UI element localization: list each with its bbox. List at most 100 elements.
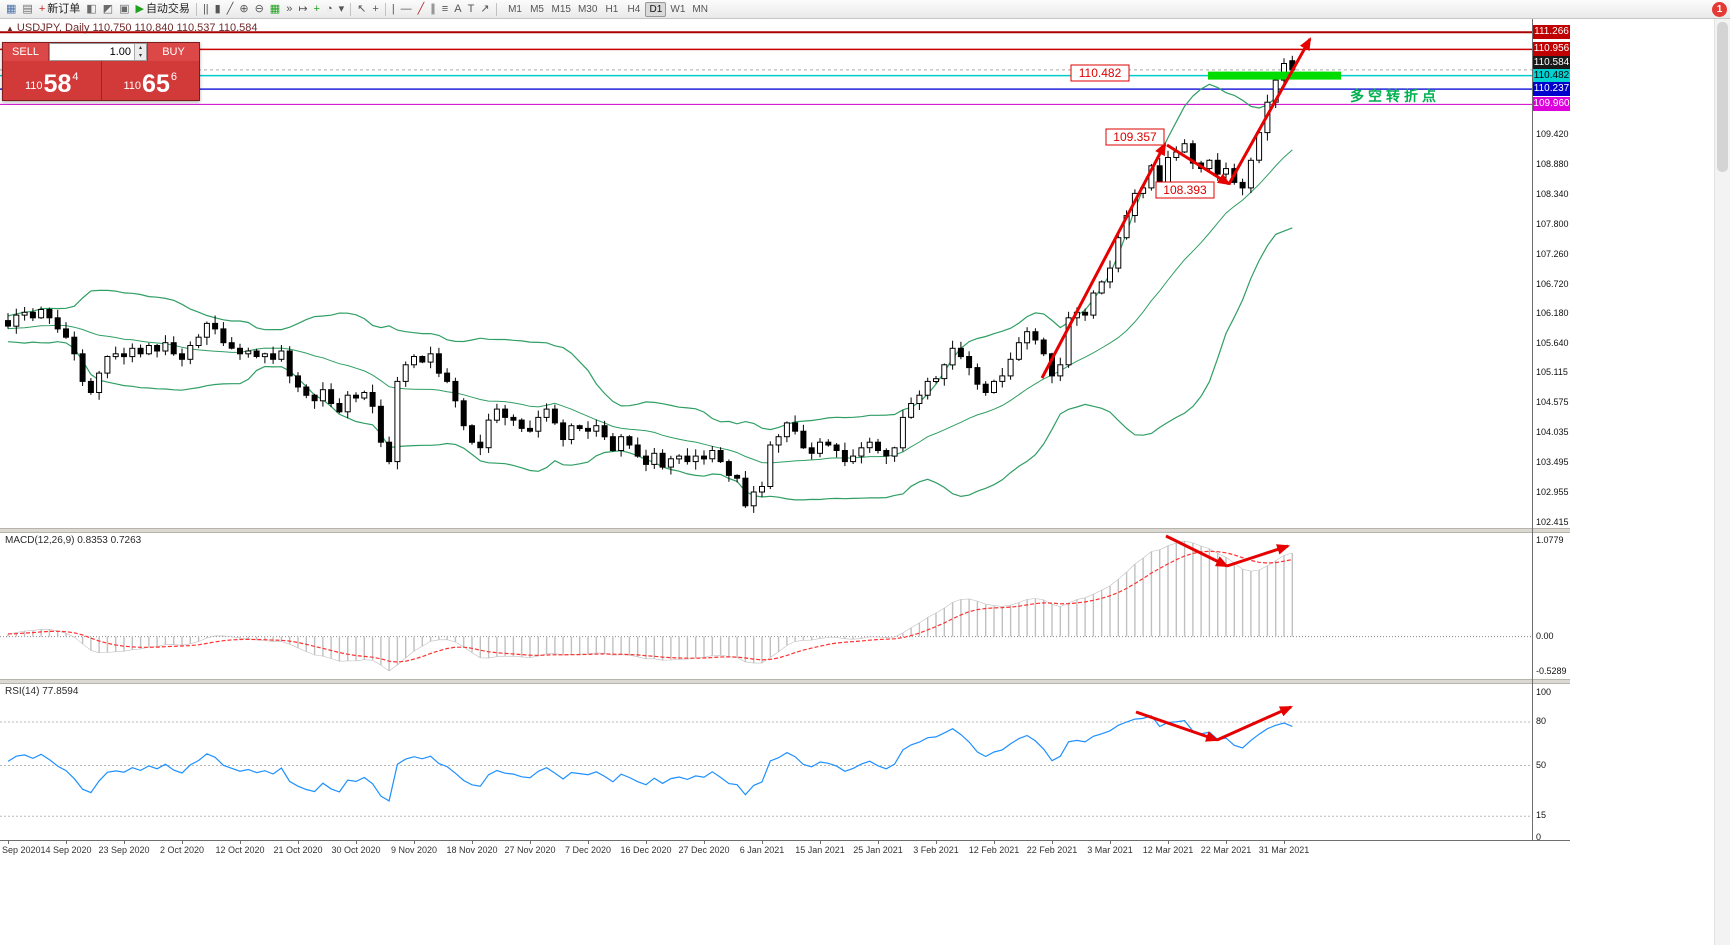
new-chart-icon: ▦: [6, 2, 17, 15]
lot-size-value[interactable]: 1.00: [109, 46, 131, 58]
timeframe-m15-button[interactable]: M15: [551, 3, 571, 15]
bear-candle: [626, 436, 633, 446]
notification-badge[interactable]: 1: [1712, 2, 1727, 17]
bull-candle: [999, 375, 1006, 382]
horizontal-line-button[interactable]: —: [398, 1, 415, 18]
timeframe-m5-button[interactable]: M5: [530, 3, 544, 15]
fibonacci-retracement-button[interactable]: ≡: [439, 1, 451, 18]
text-button[interactable]: A: [451, 1, 464, 18]
vertical-scrollbar[interactable]: [1714, 19, 1730, 945]
bear-candle: [170, 342, 177, 355]
timeframe-h1-button[interactable]: H1: [605, 3, 619, 15]
timeframe-d1-button[interactable]: D1: [645, 1, 667, 17]
text-label-button[interactable]: T: [465, 1, 478, 18]
line-chart-button[interactable]: ╱: [224, 1, 237, 18]
macd-signal-line: [7, 550, 1293, 663]
timeframe-mn-button[interactable]: MN: [692, 3, 708, 15]
timeframe-w1-button[interactable]: W1: [670, 3, 686, 15]
profiles-button[interactable]: ▤: [19, 1, 35, 18]
lot-decrease-button[interactable]: ▾: [138, 53, 142, 59]
arrows-list-button[interactable]: ↗: [477, 1, 492, 18]
bar-chart-button[interactable]: ||: [200, 1, 212, 18]
time-tick-label: 9 Nov 2020: [390, 845, 438, 855]
bull-candle: [1007, 358, 1014, 377]
bull-candle: [493, 408, 500, 421]
lot-increase-button[interactable]: ▴: [138, 45, 142, 51]
new-order-button[interactable]: + 新订单: [36, 1, 83, 18]
bear-candle: [982, 383, 989, 394]
chart-shift-button[interactable]: ↦: [295, 1, 310, 18]
bull-candle: [319, 389, 326, 402]
timeframe-h4-button[interactable]: H4: [627, 3, 641, 15]
time-tick-label: 3 Feb 2021: [913, 845, 959, 855]
rsi-scale-80: 80: [1536, 716, 1547, 726]
new-chart-button[interactable]: ▦: [3, 1, 19, 18]
bear-candle: [452, 380, 459, 402]
bear-candle: [833, 444, 840, 451]
macd-splitter[interactable]: [0, 528, 1570, 533]
price-tick-106.180: 106.180: [1536, 308, 1569, 319]
time-tick-label: 3 Mar 2021: [1087, 845, 1133, 855]
bull-candle: [261, 353, 268, 358]
bear-candle: [63, 328, 69, 338]
cursor-button[interactable]: ↖: [354, 1, 369, 18]
time-tick-mark: [356, 841, 357, 844]
bear-candle: [212, 322, 219, 330]
sell-price-button[interactable]: 110 58 4: [3, 61, 102, 100]
timeframe-m1-button[interactable]: M1: [508, 3, 522, 15]
bear-candle: [883, 450, 890, 457]
bear-candle: [469, 425, 475, 443]
price-axis[interactable]: 109.420 108.880 108.340 107.800 107.260 106.7…: [1533, 19, 1570, 842]
equidistant-channel-button[interactable]: ∥: [427, 1, 439, 18]
terminal-button[interactable]: ▣: [116, 1, 132, 18]
sell-button[interactable]: SELL: [3, 43, 49, 61]
price-chart-panel[interactable]: 110.482 109.357 108.393 多空转折点: [0, 19, 1532, 528]
bear-candle: [742, 477, 749, 507]
time-tick-mark: [414, 841, 415, 844]
buy-price-big: 65: [142, 70, 170, 98]
price-tick-107.260: 107.260: [1536, 248, 1569, 259]
bear-candle: [601, 425, 608, 438]
vertical-line-button[interactable]: |: [389, 1, 398, 18]
bull-candle: [411, 356, 417, 366]
bull-candle: [858, 447, 865, 457]
auto-scroll-button[interactable]: »: [283, 1, 295, 18]
candlestick-chart-button[interactable]: ▮: [212, 1, 224, 18]
bull-candle: [13, 314, 20, 327]
market-watch-button[interactable]: ◧: [83, 1, 99, 18]
lot-size-field[interactable]: 1.00 ▴ ▾: [49, 43, 147, 61]
templates-button[interactable]: ▾: [336, 1, 348, 18]
time-tick-mark: [182, 841, 183, 844]
bear-candle: [460, 400, 467, 427]
navigator-button[interactable]: ◩: [100, 1, 116, 18]
rsi-panel[interactable]: [0, 684, 1532, 840]
time-axis[interactable]: Sep 2020 14 Sep 2020 23 Sep 2020 2 Oct 2020…: [0, 840, 1570, 860]
buy-price-button[interactable]: 110 65 6: [102, 61, 200, 100]
autotrading-button[interactable]: ▶ 自动交易: [132, 1, 192, 18]
bull-candle: [129, 347, 136, 358]
bear-candle: [286, 350, 293, 377]
buy-button[interactable]: BUY: [147, 43, 199, 61]
rsi-splitter[interactable]: [0, 679, 1570, 684]
tile-windows-button[interactable]: ▦: [267, 1, 283, 18]
trendline-button[interactable]: ╱: [415, 1, 428, 18]
crosshair-button[interactable]: +: [369, 1, 381, 18]
candles-layer: [5, 55, 1296, 513]
scrollbar-thumb[interactable]: [1717, 22, 1728, 172]
bear-candle: [154, 345, 161, 352]
time-tick-mark: [762, 841, 763, 844]
bear-candle: [527, 427, 533, 432]
time-tick-mark: [646, 841, 647, 844]
arrows-list-icon: ↗: [480, 2, 490, 15]
macd-panel[interactable]: [0, 533, 1532, 679]
timeframe-switcher: M1 M5 M15 M30 H1 H4 D1 W1 MN: [505, 1, 711, 17]
macd-scale-zero: 0.00: [1536, 630, 1554, 641]
periods-button[interactable]: ◔: [323, 1, 336, 18]
zoom-in-button[interactable]: ⊕: [236, 1, 251, 18]
buy-price-sup: 6: [170, 71, 177, 83]
timeframe-m30-button[interactable]: M30: [577, 3, 598, 15]
zoom-out-button[interactable]: ⊖: [252, 1, 267, 18]
bear-candle: [54, 317, 61, 330]
chart-shift-icon: ↦: [298, 2, 308, 15]
indicators-list-button[interactable]: +: [311, 1, 323, 18]
